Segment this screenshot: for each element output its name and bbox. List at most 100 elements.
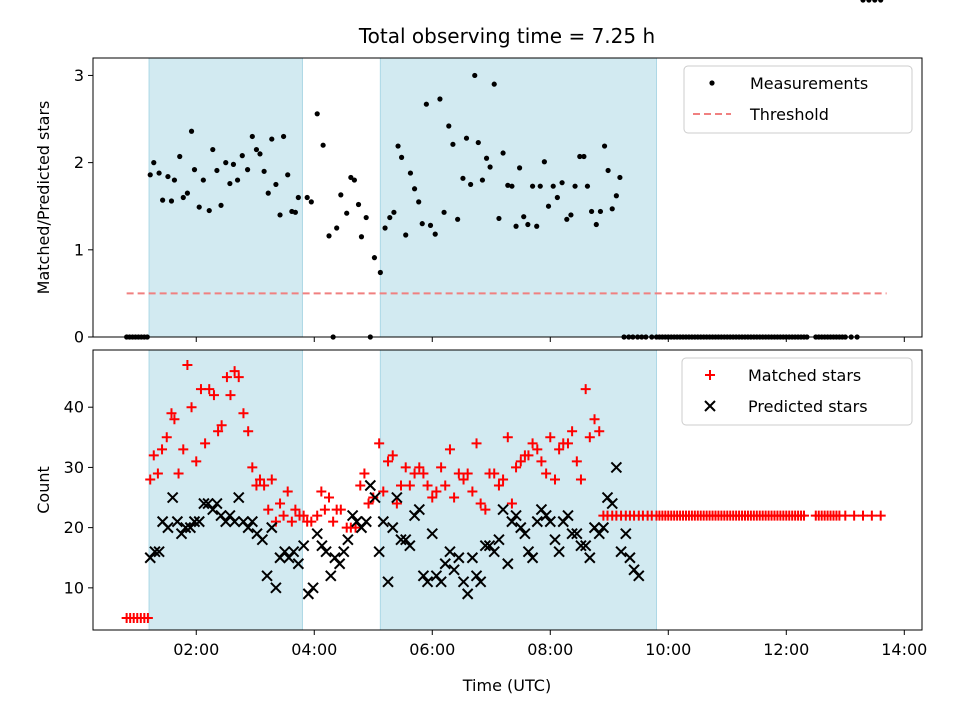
measurement-point — [395, 143, 401, 149]
measurement-point — [151, 160, 157, 166]
predicted-star-point — [457, 576, 470, 588]
matched-star-point — [431, 486, 442, 497]
matched-star-point — [840, 510, 851, 521]
predicted-star-point — [287, 546, 300, 558]
matched-star-point — [169, 414, 180, 425]
matched-star-point — [444, 444, 455, 455]
legend-swatch-matched-stars — [705, 370, 715, 380]
matched-star-point — [414, 462, 425, 473]
bottom-panel-legend-box — [681, 357, 913, 426]
predicted-star-point — [421, 576, 434, 588]
measurement-point — [218, 202, 224, 208]
measurement-point — [525, 221, 531, 228]
matched-star-point — [502, 432, 513, 443]
measurement-point — [463, 135, 470, 141]
matched-star-point — [589, 414, 600, 425]
predicted-star-point — [316, 539, 328, 552]
matched-star-point — [182, 360, 193, 371]
y-tick-label: 3 — [74, 66, 84, 85]
top-panel-legend-box — [683, 65, 913, 134]
bottom-panel-x-ticks: 02:00 04:00 06:00 08:00 10:00 12:00 14:00 — [173, 630, 927, 659]
measurement-point — [437, 96, 443, 102]
measurement-point — [239, 153, 245, 159]
measurement-point — [521, 214, 527, 220]
measurement-point — [509, 183, 515, 189]
matched-star-point — [290, 504, 301, 515]
matched-star-point — [266, 474, 277, 485]
predicted-star-point — [320, 546, 332, 558]
matched-star-point — [400, 462, 411, 473]
predicted-star-point — [325, 570, 337, 582]
matched-star-point — [422, 480, 433, 491]
matched-star-point — [383, 456, 394, 467]
measurement-point — [513, 223, 519, 229]
predicted-star-point — [171, 515, 184, 528]
measurement-point — [326, 233, 332, 239]
predicted-star-point — [474, 576, 487, 588]
measurement-point — [593, 221, 599, 228]
predicted-star-point — [549, 533, 561, 546]
x-tick-label: 04:00 — [291, 640, 337, 659]
predicted-star-point — [606, 497, 618, 510]
matched-star-point — [368, 492, 379, 503]
matched-star-point — [536, 456, 547, 467]
predicted-star-point — [526, 552, 539, 564]
predicted-star-point — [444, 546, 456, 558]
measurement-point — [377, 269, 383, 276]
measurement-point — [441, 209, 447, 215]
predicted-star-point — [391, 491, 403, 504]
top-panel-matched-predicted: 0 1 2 3 Matched/Predicted stars Measurement… — [34, 0, 923, 347]
predicted-star-point — [584, 552, 596, 564]
measurement-point — [188, 128, 195, 134]
measurement-point — [214, 167, 220, 174]
measurement-point — [280, 133, 287, 140]
predicted-star-point — [502, 558, 514, 570]
matched-star-point — [316, 486, 327, 497]
predicted-star-point — [633, 570, 645, 582]
predicted-star-point — [307, 582, 319, 594]
measurement-point — [572, 183, 578, 189]
measurement-point — [249, 133, 255, 140]
matched-star-point — [453, 468, 464, 479]
predicted-star-point — [377, 515, 390, 528]
matched-star-point — [458, 474, 469, 485]
matched-star-point — [449, 492, 460, 503]
predicted-star-point — [193, 515, 205, 528]
measurement-point — [472, 72, 478, 79]
measurement-point — [588, 208, 595, 215]
matched-star-point — [549, 474, 560, 485]
predicted-star-point — [488, 546, 500, 558]
matched-star-point — [436, 462, 447, 473]
matched-star-point — [238, 408, 249, 419]
matched-star-point — [324, 492, 335, 503]
top-panel-shaded-intervals — [148, 57, 657, 338]
measurement-point — [427, 222, 434, 228]
matched-star-point — [312, 510, 323, 521]
measurement-point — [432, 231, 438, 237]
matched-star-point — [387, 450, 398, 461]
top-panel-y-axis-label: Matched/Predicted stars — [34, 101, 53, 295]
predicted-star-point — [395, 533, 407, 546]
measurement-point — [261, 168, 267, 174]
measurement-point — [564, 216, 570, 222]
matched-star-point — [270, 516, 281, 527]
measurement-point — [581, 153, 587, 160]
measurement-point — [355, 201, 362, 208]
predicted-star-point — [461, 588, 474, 600]
top-panel-marks — [124, 0, 887, 340]
matched-star-point — [225, 390, 236, 401]
matched-star-point — [467, 486, 478, 497]
measurement-point — [285, 172, 291, 178]
predicted-star-point — [597, 521, 610, 534]
measurement-point — [391, 209, 397, 215]
matched-star-point — [395, 480, 406, 491]
predicted-star-point — [417, 570, 430, 582]
matched-star-point — [584, 432, 595, 443]
matched-star-point — [233, 372, 244, 383]
predicted-star-point — [338, 546, 350, 558]
predicted-star-point — [579, 539, 592, 552]
measurement-point — [554, 194, 560, 201]
measurement-point — [411, 186, 418, 192]
matched-star-point — [849, 510, 860, 521]
matched-star-point — [475, 498, 486, 509]
